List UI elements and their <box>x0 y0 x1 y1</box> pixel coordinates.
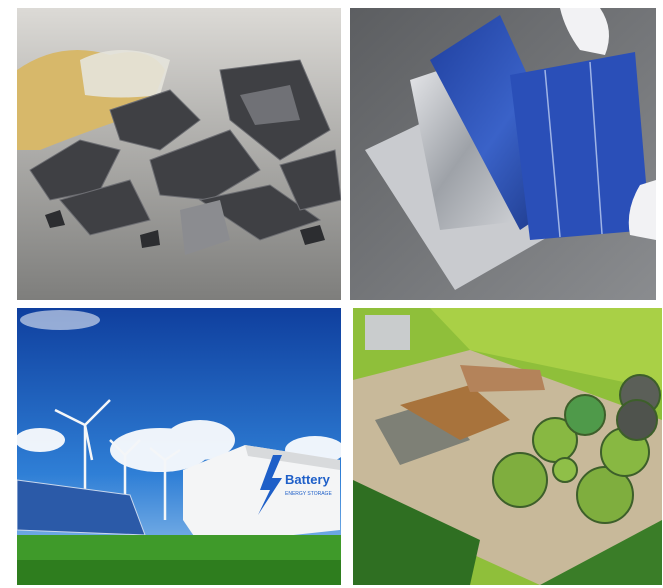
silicon-photo <box>17 8 341 300</box>
wafer-photo <box>350 8 656 300</box>
battery-label: Battery <box>285 472 331 487</box>
battery-photo: Battery ENERGY STORAGE <box>17 308 341 585</box>
biogas-photo <box>353 308 662 585</box>
battery-sublabel: ENERGY STORAGE <box>285 491 332 497</box>
